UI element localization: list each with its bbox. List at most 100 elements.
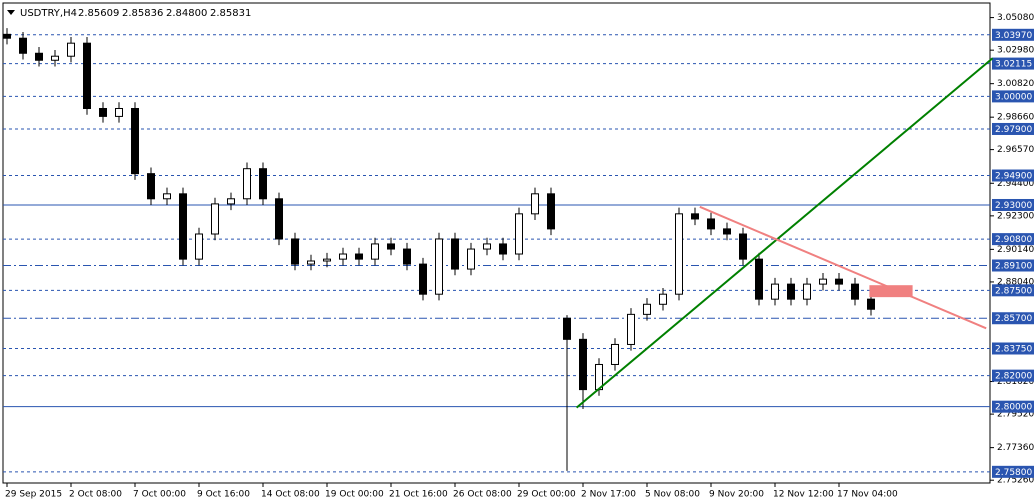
candle-body — [3, 33, 11, 39]
y-tick-label: 2.96570 — [997, 145, 1034, 155]
candle-body — [387, 243, 395, 250]
level-label-box — [992, 284, 1034, 297]
x-tick-label: 2 Nov 17:00 — [581, 490, 636, 500]
level-label: 2.87500 — [995, 286, 1032, 296]
candle-body — [499, 243, 507, 255]
candle-body — [531, 193, 539, 215]
y-tick-label: 2.98660 — [997, 113, 1034, 123]
level-label-box — [992, 312, 1034, 325]
ohlc-value: 2.84800 — [166, 8, 207, 19]
level-label-box — [992, 233, 1034, 246]
trendline — [699, 205, 987, 330]
candle-body — [755, 258, 763, 300]
level-label: 2.90800 — [995, 235, 1032, 245]
candle-body — [131, 107, 139, 175]
level-label-box — [992, 342, 1034, 355]
candle-body — [67, 42, 75, 57]
level-label: 2.94900 — [995, 172, 1032, 182]
x-tick-label: 9 Oct 16:00 — [197, 490, 250, 500]
candle-body — [195, 233, 203, 260]
y-tick-label: 3.02980 — [997, 46, 1034, 56]
candle-body — [323, 258, 331, 262]
level-label: 2.80000 — [995, 403, 1032, 413]
candle-body — [83, 42, 91, 109]
candle-body — [227, 198, 235, 205]
candle-body — [723, 228, 731, 235]
ohlc-value: 2.85831 — [210, 8, 251, 19]
level-label: 2.89100 — [995, 261, 1032, 271]
plot-frame — [2, 2, 991, 484]
y-tick-label: 3.05080 — [997, 13, 1034, 23]
x-tick-label: 21 Oct 16:00 — [389, 490, 448, 500]
level-label-box — [992, 122, 1034, 135]
y-tick-label: 2.94400 — [997, 179, 1034, 189]
level-label: 2.75800 — [995, 468, 1032, 478]
ohlc-value: 2.85836 — [122, 8, 163, 19]
level-label: 2.83750 — [995, 344, 1032, 354]
y-tick-label: 2.92300 — [997, 211, 1034, 221]
candle-body — [819, 278, 827, 285]
candle-body — [51, 55, 59, 61]
level-label: 3.02115 — [995, 60, 1032, 70]
level-label-box — [992, 400, 1034, 413]
level-label-box — [992, 465, 1034, 478]
y-tick-label: 2.75260 — [997, 476, 1034, 486]
candle-body — [307, 260, 315, 265]
candle-body — [867, 298, 875, 310]
zone — [869, 285, 913, 298]
candle-body — [163, 193, 171, 200]
candle-body — [275, 198, 283, 240]
level-label: 2.82000 — [995, 372, 1032, 382]
menu-arrow[interactable] — [7, 10, 15, 15]
candle-body — [451, 238, 459, 270]
x-tick-label: 19 Oct 00:00 — [325, 490, 384, 500]
candle-body — [659, 293, 667, 305]
x-tick-label: 9 Nov 20:00 — [709, 490, 764, 500]
y-tick-label: 2.77360 — [997, 443, 1034, 453]
candle-body — [419, 263, 427, 295]
level-label-box — [992, 369, 1034, 382]
candle-body — [627, 313, 635, 345]
level-label: 2.93000 — [995, 201, 1032, 211]
trendline — [575, 57, 994, 409]
candle-body — [691, 213, 699, 220]
candle-body — [291, 238, 299, 265]
ohlc-value: 2.85609 — [78, 8, 119, 19]
candle-body — [611, 343, 619, 365]
x-tick-label: 12 Nov 12:00 — [773, 490, 834, 500]
level-label: 2.97900 — [995, 125, 1032, 135]
candle-body — [483, 243, 491, 250]
candle-body — [835, 278, 843, 285]
candle-body — [403, 248, 411, 265]
candle-body — [19, 37, 27, 54]
candle-body — [739, 233, 747, 260]
candle-body — [355, 253, 363, 260]
candle-body — [179, 193, 187, 260]
y-tick-label: 2.90140 — [997, 245, 1034, 255]
x-tick-label: 17 Nov 04:00 — [837, 490, 898, 500]
level-label-box — [992, 57, 1034, 70]
candle-body — [467, 248, 475, 270]
candle-body — [579, 338, 587, 391]
candle-body — [515, 213, 523, 255]
level-label: 3.00000 — [995, 92, 1032, 102]
candle-body — [243, 168, 251, 200]
candle-body — [99, 107, 107, 117]
candle-body — [147, 173, 155, 200]
x-tick-label: 5 Nov 08:00 — [645, 490, 700, 500]
x-tick-label: 26 Oct 08:00 — [453, 490, 512, 500]
candle-body — [787, 283, 795, 300]
candle-body — [371, 243, 379, 260]
candle-body — [803, 283, 811, 300]
x-tick-label: 7 Oct 00:00 — [133, 490, 186, 500]
y-tick-label: 3.00820 — [997, 79, 1034, 89]
level-label-box — [992, 259, 1034, 272]
candle-body — [563, 317, 571, 340]
level-label-box — [992, 90, 1034, 103]
level-label-box — [992, 169, 1034, 182]
candle-body — [435, 238, 443, 295]
x-tick-label: 29 Sep 2015 — [5, 490, 62, 500]
candle-body — [851, 283, 859, 300]
candle-body — [35, 52, 43, 61]
